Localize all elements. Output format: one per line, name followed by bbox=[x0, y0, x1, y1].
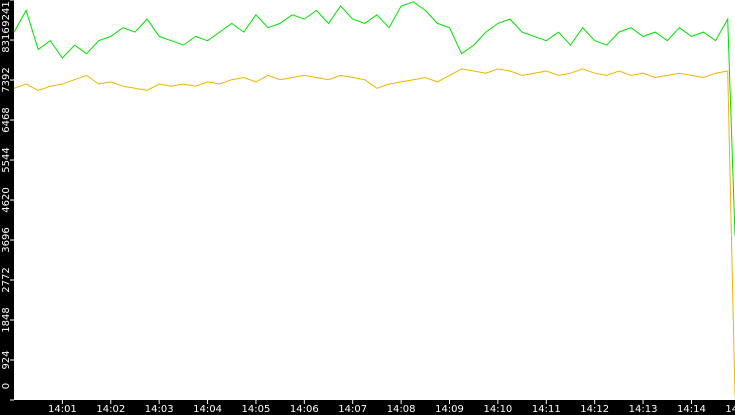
y-tick-label: 4620 bbox=[1, 187, 12, 212]
y-tick-label: 6468 bbox=[1, 107, 12, 132]
x-tick-label: 14:10 bbox=[483, 404, 512, 415]
x-tick-label: 14:09 bbox=[435, 404, 464, 415]
x-tick-label: 14:08 bbox=[387, 404, 416, 415]
y-tick-label: 9241 bbox=[1, 1, 12, 26]
series-line bbox=[13, 1, 735, 236]
x-tick-label: 14:06 bbox=[290, 404, 319, 415]
y-tick-label: 924 bbox=[1, 350, 12, 369]
x-tick-label: 14:05 bbox=[242, 404, 271, 415]
y-tick-label: 8316 bbox=[1, 27, 12, 52]
x-tick-label: 14:04 bbox=[193, 404, 222, 415]
y-tick-label: 3696 bbox=[1, 227, 12, 252]
x-tick-label: 14:01 bbox=[48, 404, 77, 415]
x-tick-label: 14:12 bbox=[580, 404, 609, 415]
y-tick-label: 5544 bbox=[1, 147, 12, 172]
series-line bbox=[13, 68, 735, 396]
x-tick-label: 14:11 bbox=[532, 404, 561, 415]
x-tick-label: 14:07 bbox=[338, 404, 367, 415]
plot-area bbox=[14, 0, 735, 400]
x-tick-label: 14:03 bbox=[145, 404, 174, 415]
y-tick-label: 2772 bbox=[1, 267, 12, 292]
x-tick-label: 14:15 bbox=[725, 404, 735, 415]
x-tick-label: 14:13 bbox=[629, 404, 658, 415]
y-tick-label: 1848 bbox=[1, 307, 12, 332]
x-tick-label: 14:02 bbox=[96, 404, 125, 415]
y-tick-label: 7392 bbox=[1, 67, 12, 92]
y-tick-label: 0 bbox=[1, 383, 12, 389]
x-tick-label: 14:14 bbox=[677, 404, 706, 415]
